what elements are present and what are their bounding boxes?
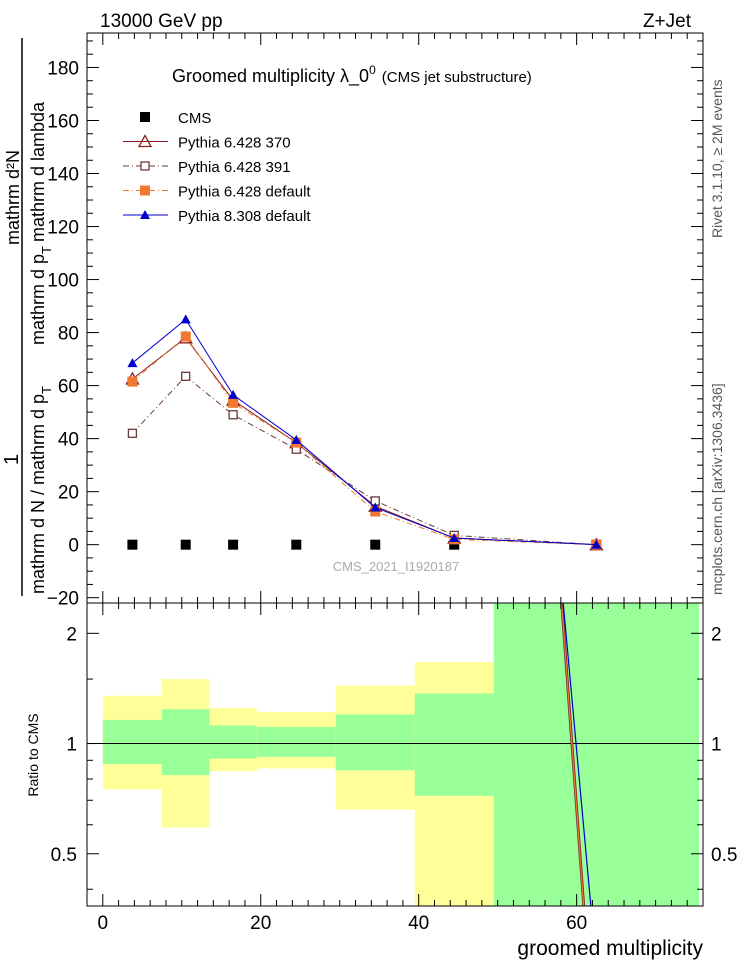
y-tick-label: 0 bbox=[68, 536, 79, 557]
series-line bbox=[132, 375, 597, 546]
y-tick-label: 20 bbox=[58, 483, 79, 504]
x-tick-label: 0 bbox=[98, 913, 109, 934]
legend-label: Pythia 6.428 default bbox=[178, 184, 311, 201]
data-point bbox=[127, 358, 138, 368]
data-point bbox=[449, 539, 460, 550]
ratio-y-tick-label: 2 bbox=[66, 624, 77, 645]
ratio-ylabel: Ratio to CMS bbox=[25, 713, 41, 796]
ratio-line bbox=[560, 602, 584, 907]
data-point bbox=[181, 371, 191, 381]
legend-marker bbox=[140, 112, 150, 122]
analysis-watermark: CMS_2021_I1920187 bbox=[333, 559, 460, 574]
series-4 bbox=[127, 314, 602, 549]
main-panel: −20 0 20 40 60 80 100 120 140 160 180 CMS_2021_I19… bbox=[47, 32, 704, 610]
ratio-line bbox=[561, 602, 585, 907]
legend-marker bbox=[137, 134, 153, 148]
legend-label: Pythia 6.428 370 bbox=[178, 135, 291, 152]
data-point bbox=[228, 410, 238, 420]
data-point bbox=[228, 397, 239, 408]
legend: CMS Pythia 6.428 370 Pythia 6.428 391 Pythi… bbox=[123, 110, 311, 225]
ratio-band-inner bbox=[162, 709, 210, 776]
data-point bbox=[591, 539, 602, 549]
y-tick-label: 120 bbox=[47, 218, 79, 239]
x-axis-label: groomed multiplicity bbox=[517, 937, 703, 960]
ratio-y-tick-label-right: 1 bbox=[711, 735, 722, 756]
x-tick-label: 20 bbox=[250, 913, 271, 934]
data-point bbox=[127, 539, 138, 550]
data-point bbox=[370, 502, 381, 512]
y-tick-label: 140 bbox=[47, 165, 79, 186]
data-point bbox=[449, 533, 460, 543]
data-point bbox=[180, 314, 191, 324]
ratio-band-inner bbox=[209, 725, 257, 759]
header-left: 13000 GeV pp bbox=[100, 11, 223, 32]
ylabel-numerator: 1 bbox=[1, 454, 23, 465]
y-tick-label: 160 bbox=[47, 111, 79, 132]
series-line bbox=[132, 318, 597, 546]
ratio-band-inner bbox=[493, 603, 700, 906]
ratio-frame bbox=[86, 602, 704, 907]
data-point bbox=[180, 539, 191, 550]
legend-label: CMS bbox=[178, 110, 211, 127]
ratio-y-tick-label: 1 bbox=[66, 735, 77, 756]
y-tick-label: 60 bbox=[58, 377, 79, 398]
legend-marker bbox=[140, 185, 150, 196]
ratio-y-tick-label-right: 2 bbox=[711, 624, 722, 645]
data-point bbox=[291, 434, 302, 444]
ratio-band-inner bbox=[414, 693, 494, 796]
ratio-y-tick-label: 0.5 bbox=[51, 845, 77, 866]
chart-title: Groomed multiplicity λ_00 (CMS jet substr… bbox=[172, 63, 532, 87]
ylabel-denominator: mathrm d N / mathrm d pT bbox=[28, 386, 54, 594]
ratio-band-inner bbox=[335, 714, 415, 771]
ratio-panel: 0.5 0.51 12 20 20 40 60 Ratio to CMS groomed m… bbox=[25, 602, 737, 960]
header-right: Z+Jet bbox=[643, 11, 692, 32]
legend-label: Pythia 8.308 default bbox=[178, 208, 311, 225]
y-tick-label: 100 bbox=[47, 271, 79, 292]
site-label: mcplots.cern.ch [arXiv:1306.3436] bbox=[709, 383, 725, 595]
data-point bbox=[180, 331, 191, 342]
data-point bbox=[127, 428, 138, 438]
ylabel-rhs-numerator: mathrm d²N bbox=[3, 150, 23, 245]
ratio-band-inner bbox=[102, 719, 163, 764]
y-axis-label: 1 mathrm d N / mathrm d pT mathrm d²N ma… bbox=[1, 38, 54, 596]
series-line bbox=[132, 337, 597, 546]
data-point bbox=[228, 539, 239, 550]
x-tick-label: 40 bbox=[408, 913, 429, 934]
ratio-band-inner bbox=[256, 726, 336, 757]
y-tick-label: 80 bbox=[58, 324, 79, 345]
x-tick-label: 60 bbox=[566, 913, 587, 934]
data-point bbox=[228, 389, 239, 399]
y-tick-label: −20 bbox=[47, 589, 79, 610]
y-tick-label: 40 bbox=[58, 430, 79, 451]
legend-marker bbox=[140, 210, 150, 219]
series-line bbox=[132, 335, 597, 546]
legend-marker bbox=[140, 161, 150, 171]
data-point bbox=[291, 539, 302, 550]
ratio-line bbox=[562, 602, 592, 907]
ratio-y-tick-label-right: 0.5 bbox=[711, 845, 737, 866]
data-point bbox=[127, 376, 138, 387]
data-point bbox=[370, 539, 381, 550]
rivet-label: Rivet 3.1.10, ≥ 2M events bbox=[709, 79, 725, 238]
ratio-line bbox=[561, 602, 586, 907]
series-3 bbox=[127, 331, 602, 550]
y-tick-label: 180 bbox=[47, 58, 79, 79]
legend-label: Pythia 6.428 391 bbox=[178, 159, 291, 176]
series-1 bbox=[125, 330, 604, 551]
ylabel-rhs-denominator: mathrm d pTmathrm d lambda bbox=[28, 101, 54, 345]
series-2 bbox=[127, 371, 602, 550]
